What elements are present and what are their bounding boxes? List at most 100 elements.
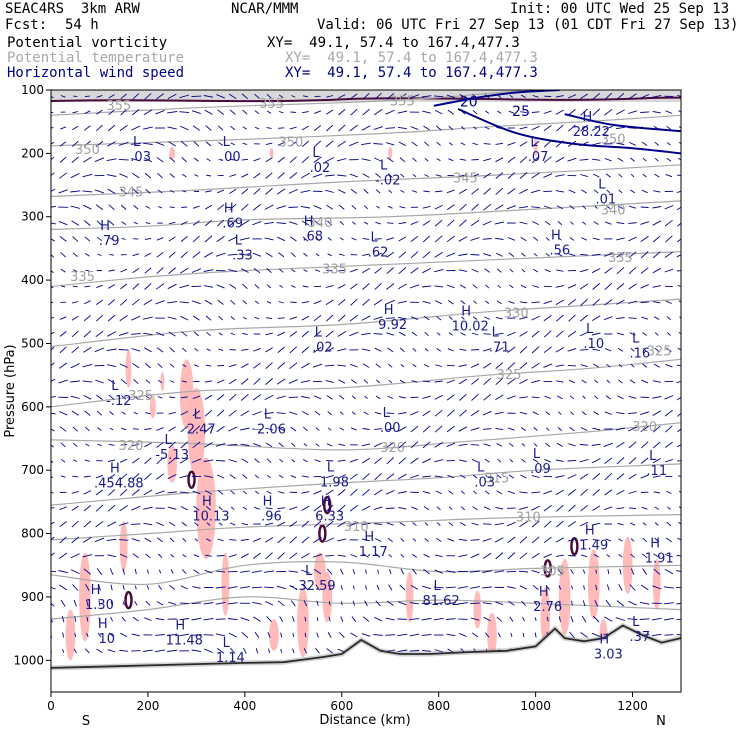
high-marker: H [551, 228, 561, 243]
wind-vector [240, 363, 249, 368]
wind-vector [276, 222, 286, 224]
wind-vector [582, 600, 586, 607]
wind-vector [445, 586, 456, 589]
wind-vector [457, 586, 468, 589]
wind-vector [217, 490, 224, 495]
extremum-value: .69 [222, 217, 243, 232]
wind-vector [412, 347, 417, 352]
extremum-value: .09 [530, 462, 551, 477]
wind-vector [264, 601, 274, 606]
wind-vector [121, 616, 126, 622]
wind-vector [120, 632, 128, 638]
wind-vector [241, 158, 249, 161]
wind-vector [642, 348, 647, 352]
wind-vector [158, 569, 162, 574]
theta-contour-label: 320 [380, 441, 405, 456]
wind-speed-contour-20 [433, 90, 560, 107]
wind-vector [179, 633, 190, 637]
wind-vector [459, 284, 467, 289]
wind-vector [374, 472, 382, 481]
wind-vector [96, 648, 103, 653]
wind-vector [639, 618, 650, 620]
wind-vector [350, 488, 358, 496]
wind-vector [471, 268, 479, 273]
wind-vector [652, 251, 661, 259]
high-marker: H [110, 462, 120, 477]
wind-vector [664, 554, 674, 558]
wind-vector [678, 331, 681, 335]
wind-vector [361, 505, 371, 511]
wind-vector [336, 158, 347, 162]
wind-vector [652, 396, 662, 399]
wind-vector [543, 205, 552, 209]
wind-vector [385, 634, 396, 636]
wind-vector [51, 317, 55, 319]
wind-vector [289, 331, 298, 337]
wind-vector [483, 172, 492, 179]
wind-vector [459, 219, 467, 227]
wind-vector [593, 411, 600, 416]
wind-vector [411, 190, 418, 193]
wind-vector [193, 157, 199, 162]
wind-vector [288, 570, 299, 573]
wind-vector [507, 331, 516, 337]
wind-vector [496, 300, 502, 305]
wind-vector [252, 220, 262, 226]
y-tick-label: 300 [21, 210, 44, 224]
wind-vector [459, 459, 467, 462]
theta-contour-label: 330 [504, 307, 529, 322]
wind-vector [421, 285, 432, 288]
wind-vector [301, 330, 310, 338]
wind-vector [316, 617, 319, 621]
wind-vector [107, 474, 116, 480]
wind-vector [59, 141, 67, 147]
wind-vector [473, 490, 477, 495]
wind-vector [301, 315, 310, 321]
wind-vector [397, 110, 408, 114]
wind-vector [204, 569, 213, 574]
wind-vector [179, 111, 190, 114]
wind-vector [193, 141, 200, 147]
wind-vector [507, 552, 516, 560]
wind-vector [483, 616, 491, 622]
wind-vector [422, 490, 431, 494]
wind-vector [494, 411, 504, 415]
wind-vector [72, 236, 79, 242]
wind-vector [606, 584, 610, 591]
wind-vector [374, 92, 382, 100]
x-axis-title: Distance (km) [319, 713, 410, 728]
x-tick-label: 400 [233, 699, 256, 713]
wind-vector [386, 267, 394, 275]
wind-vector [570, 569, 574, 575]
wind-vector [194, 364, 199, 368]
wind-vector [289, 141, 297, 147]
pv-contour [187, 470, 196, 489]
wind-vector [143, 316, 153, 320]
wind-vector [581, 237, 587, 241]
wind-vector [242, 283, 248, 289]
wind-vector [472, 284, 478, 289]
wind-vector [458, 443, 468, 447]
wind-vector [325, 520, 334, 528]
wind-vector [459, 158, 467, 161]
wind-vector [339, 395, 345, 400]
pv-shading [405, 571, 414, 623]
wind-vector [664, 409, 673, 417]
extremum-value: 2.06 [257, 423, 286, 438]
wind-vector [580, 108, 588, 116]
wind-vector [144, 457, 152, 464]
wind-vector [410, 316, 419, 321]
wind-vector [302, 285, 309, 288]
wind-vector [110, 601, 113, 606]
wind-vector [424, 348, 429, 352]
wind-vector [131, 505, 141, 511]
wind-vector [628, 412, 638, 415]
wind-vector [82, 380, 93, 383]
wind-vector [180, 396, 188, 399]
wind-vector [351, 411, 356, 415]
wind-vector [506, 570, 517, 573]
wind-vector [663, 602, 674, 605]
wind-vector [180, 410, 189, 416]
wind-vector [628, 426, 637, 432]
high-marker: H [650, 536, 660, 551]
